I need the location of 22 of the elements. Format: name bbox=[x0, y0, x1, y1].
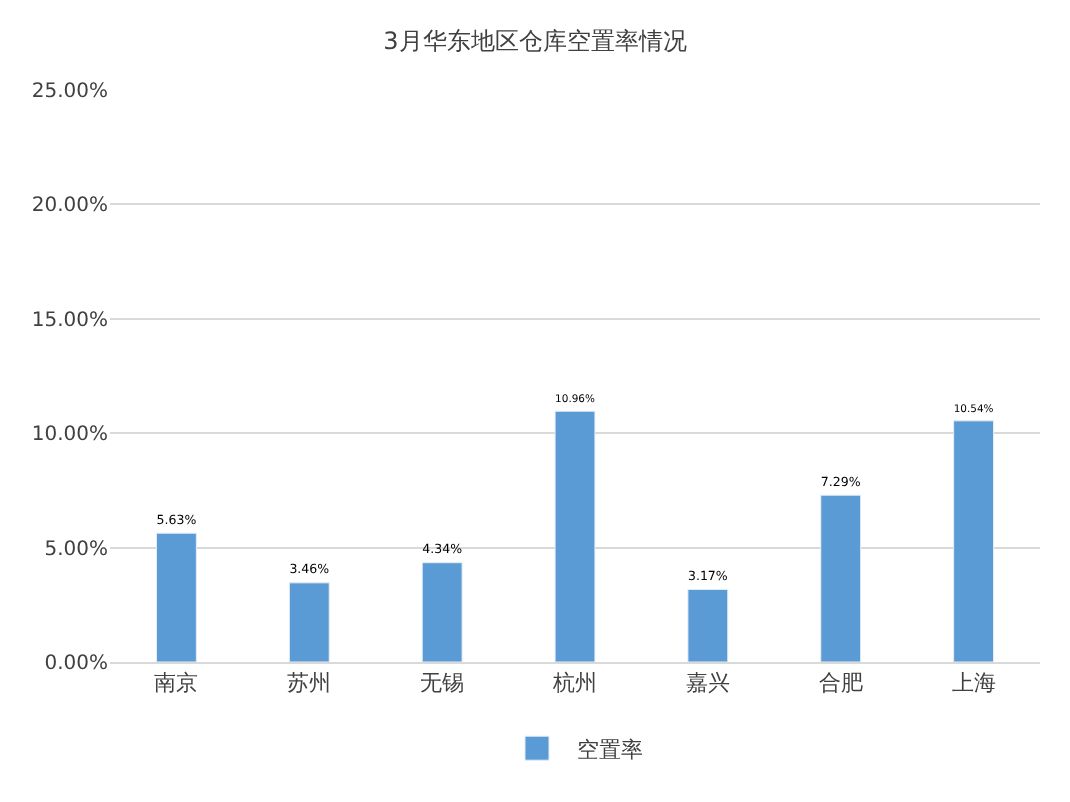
y-tick-label: 25.00% bbox=[31, 81, 108, 103]
x-tick-label: 苏州 bbox=[287, 670, 332, 697]
x-tick-label: 杭州 bbox=[551, 670, 597, 697]
legend-label: 空置率 bbox=[577, 736, 643, 763]
bar bbox=[156, 532, 197, 662]
chart-title: 3月华东地区仓库空置率情况 bbox=[383, 26, 687, 55]
y-tick-label: 5.00% bbox=[44, 538, 108, 561]
bar bbox=[288, 582, 330, 662]
y-tick-label: 15.00% bbox=[31, 309, 108, 332]
x-tick-label: 合肥 bbox=[818, 670, 863, 697]
x-tick-label: 无锡 bbox=[420, 670, 465, 697]
bar bbox=[687, 588, 729, 662]
bar bbox=[953, 420, 994, 662]
y-tick-label: 20.00% bbox=[31, 195, 108, 218]
y-tick-label: 10.00% bbox=[31, 424, 108, 447]
y-tick-label: 0.00% bbox=[44, 653, 108, 675]
bar bbox=[421, 562, 463, 662]
bar bbox=[820, 494, 862, 662]
bar bbox=[554, 410, 596, 662]
x-tick-label: 上海 bbox=[951, 670, 996, 697]
x-tick-label: 南京 bbox=[154, 670, 199, 697]
x-tick-label: 嘉兴 bbox=[685, 670, 730, 697]
